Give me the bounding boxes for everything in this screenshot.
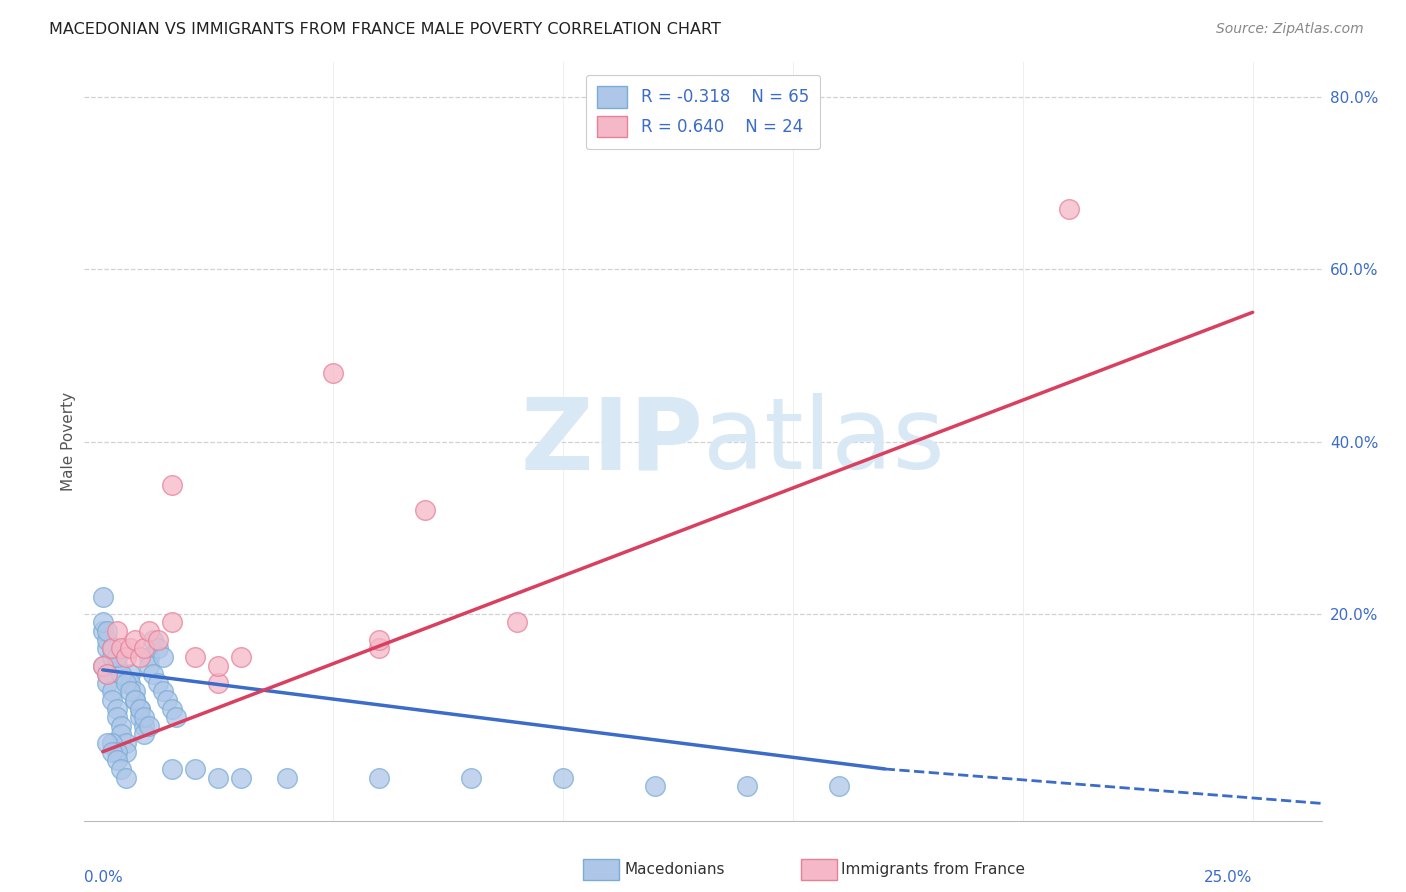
Point [110, 727, 132, 741]
Point [105, 649, 128, 664]
Point [276, 771, 298, 785]
Point [367, 771, 389, 785]
Point [160, 762, 183, 776]
Point [828, 779, 851, 793]
Point [551, 771, 574, 785]
Point [105, 753, 128, 767]
Point [120, 675, 142, 690]
Point [128, 649, 150, 664]
Point [91, 590, 114, 604]
Point [105, 710, 128, 724]
Point [105, 701, 128, 715]
Point [124, 693, 146, 707]
Point [110, 762, 132, 776]
Y-axis label: Male Poverty: Male Poverty [60, 392, 76, 491]
Point [644, 779, 666, 793]
Text: MACEDONIAN VS IMMIGRANTS FROM FRANCE MALE POVERTY CORRELATION CHART: MACEDONIAN VS IMMIGRANTS FROM FRANCE MAL… [49, 22, 721, 37]
Point [156, 693, 179, 707]
Point [128, 701, 150, 715]
Point [413, 503, 436, 517]
Point [138, 649, 160, 664]
Point [1057, 202, 1080, 216]
Text: Macedonians: Macedonians [624, 863, 724, 877]
Point [101, 641, 124, 656]
Point [367, 632, 389, 647]
Point [91, 615, 114, 630]
Point [146, 675, 169, 690]
Point [146, 641, 169, 656]
Point [165, 710, 187, 724]
Point [229, 649, 252, 664]
Point [96, 736, 118, 750]
Text: 25.0%: 25.0% [1205, 870, 1253, 885]
Point [124, 693, 146, 707]
Point [105, 658, 128, 673]
Point [96, 667, 118, 681]
Point [120, 667, 142, 681]
Text: Source: ZipAtlas.com: Source: ZipAtlas.com [1216, 22, 1364, 37]
Point [138, 658, 160, 673]
Point [120, 684, 142, 698]
Point [142, 632, 165, 647]
Point [96, 624, 118, 639]
Point [506, 615, 529, 630]
Point [134, 641, 156, 656]
Point [134, 710, 156, 724]
Text: 0.0%: 0.0% [84, 870, 124, 885]
Point [114, 649, 136, 664]
Point [134, 727, 156, 741]
Point [91, 624, 114, 639]
Point [138, 719, 160, 733]
Point [110, 667, 132, 681]
Point [146, 632, 169, 647]
Point [134, 719, 156, 733]
Point [142, 667, 165, 681]
Legend: R = -0.318    N = 65, R = 0.640    N = 24: R = -0.318 N = 65, R = 0.640 N = 24 [585, 75, 821, 149]
Point [105, 745, 128, 759]
Point [128, 710, 150, 724]
Point [91, 658, 114, 673]
Point [160, 701, 183, 715]
Point [96, 641, 118, 656]
Point [160, 477, 183, 491]
Point [207, 675, 229, 690]
Point [101, 736, 124, 750]
Point [735, 779, 758, 793]
Point [138, 624, 160, 639]
Point [124, 684, 146, 698]
Point [114, 675, 136, 690]
Point [207, 658, 229, 673]
Point [96, 632, 118, 647]
Point [128, 701, 150, 715]
Point [101, 693, 124, 707]
Point [110, 641, 132, 656]
Point [184, 762, 207, 776]
Point [91, 658, 114, 673]
Point [114, 771, 136, 785]
Point [101, 684, 124, 698]
Point [322, 366, 344, 380]
Point [120, 641, 142, 656]
Point [184, 649, 207, 664]
Point [105, 624, 128, 639]
Point [460, 771, 482, 785]
Point [110, 719, 132, 733]
Point [367, 641, 389, 656]
Point [124, 632, 146, 647]
Point [101, 649, 124, 664]
Point [96, 675, 118, 690]
Point [114, 736, 136, 750]
Point [152, 684, 174, 698]
Point [101, 641, 124, 656]
Point [207, 771, 229, 785]
Point [101, 745, 124, 759]
Point [152, 649, 174, 664]
Text: ZIP: ZIP [520, 393, 703, 490]
Point [229, 771, 252, 785]
Point [160, 615, 183, 630]
Text: Immigrants from France: Immigrants from France [841, 863, 1025, 877]
Text: atlas: atlas [703, 393, 945, 490]
Point [114, 745, 136, 759]
Point [96, 667, 118, 681]
